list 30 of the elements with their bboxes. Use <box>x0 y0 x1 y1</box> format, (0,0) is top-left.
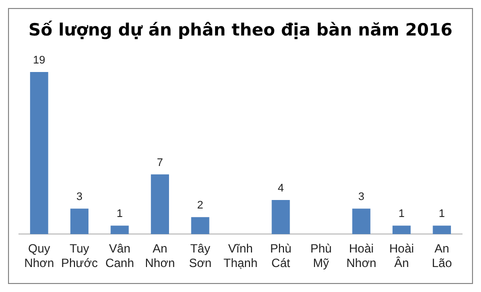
data-label: 4 <box>278 182 284 195</box>
x-tick-label: An Lão <box>432 242 452 270</box>
x-tick-label: Hoài Nhơn <box>346 242 376 270</box>
bar <box>191 217 210 234</box>
data-label: 3 <box>76 191 82 204</box>
x-tick-label: Hoài Ân <box>389 242 414 270</box>
data-label: 3 <box>358 191 364 204</box>
x-tick-label: Phù Mỹ <box>310 242 332 270</box>
chart-title: Số lượng dự án phân theo địa bàn năm 2016 <box>28 20 453 41</box>
bar <box>70 208 88 234</box>
bar <box>110 226 129 234</box>
x-tick-label: Tuy Phước <box>61 242 98 270</box>
data-label: 1 <box>398 208 405 220</box>
bar <box>272 200 290 234</box>
x-tick-label: Tây Sơn <box>188 242 212 270</box>
bar <box>392 226 411 234</box>
data-label: 19 <box>33 54 46 66</box>
x-tick-label: Vĩnh Thạnh <box>223 242 258 270</box>
bar <box>432 226 451 234</box>
data-label: 1 <box>438 208 445 220</box>
x-tick-label: Quy Nhơn <box>24 242 54 270</box>
bar <box>150 174 170 234</box>
data-label: 1 <box>116 208 123 220</box>
x-tick-label: Phù Cát <box>270 242 292 270</box>
bar <box>30 72 48 234</box>
x-tick-label: An Nhơn <box>145 242 175 270</box>
bar <box>352 208 370 234</box>
data-label: 2 <box>197 200 204 212</box>
data-label: 7 <box>156 156 164 169</box>
x-tick-label: Vân Canh <box>105 242 134 270</box>
